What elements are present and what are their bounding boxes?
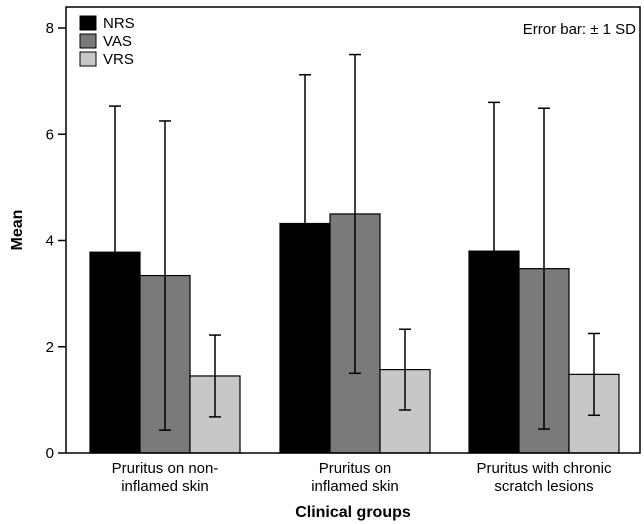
category-label: Pruritus on non-inflamed skin — [112, 460, 219, 495]
category-label: Pruritus on inflamed skin — [311, 460, 399, 495]
legend-swatch-vas — [79, 33, 97, 49]
plot-frame — [65, 6, 641, 454]
y-axis-ticks: 0 2 4 6 8 — [46, 20, 66, 462]
y-axis-title: Mean — [9, 210, 26, 251]
y-tick-label: 2 — [46, 339, 54, 356]
y-tick-label: 8 — [46, 20, 54, 37]
legend-label-vrs: VRS — [103, 51, 134, 68]
y-tick-label: 0 — [46, 445, 54, 462]
bars — [89, 213, 620, 454]
category-label: Pruritus with chronic scratch lesions — [476, 460, 612, 495]
error-bars — [109, 53, 600, 431]
legend-label-nrs: NRS — [103, 15, 135, 32]
legend-swatch-nrs — [79, 15, 97, 31]
legend-swatch-vrs — [79, 51, 97, 67]
legend-label-vas: VAS — [103, 33, 132, 50]
error-bar-note: Error bar: ± 1 SD — [523, 21, 636, 38]
x-axis-title: Clinical groups — [295, 504, 411, 521]
category-labels: Pruritus on non-inflamed skin Pruritus on… — [112, 460, 612, 495]
y-tick-label: 6 — [46, 126, 54, 143]
y-tick-label: 4 — [46, 233, 54, 250]
